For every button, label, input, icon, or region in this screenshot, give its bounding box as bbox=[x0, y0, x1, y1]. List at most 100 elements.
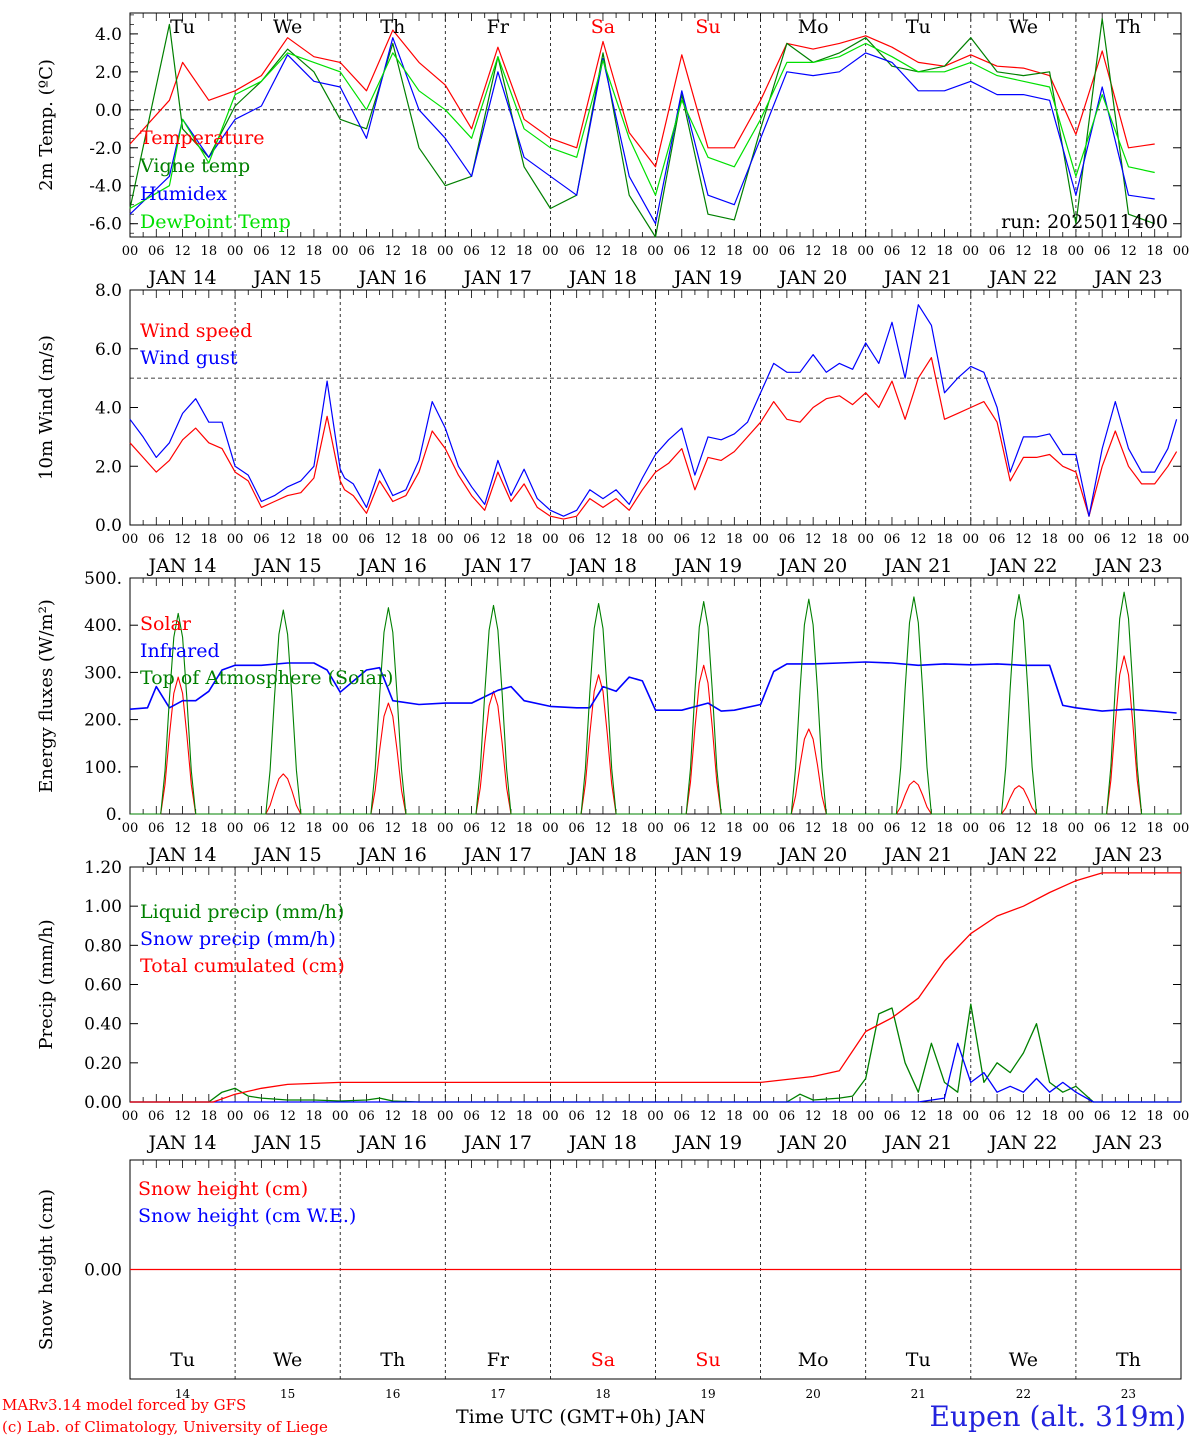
hour-label: 00 bbox=[227, 1109, 244, 1124]
hour-label: 00 bbox=[1068, 532, 1085, 547]
hour-label: 12 bbox=[384, 532, 401, 547]
date-label: JAN 21 bbox=[882, 844, 952, 866]
weekday-label: Th bbox=[380, 16, 405, 38]
hour-label: 00 bbox=[1173, 821, 1190, 836]
hour-label: 18 bbox=[201, 532, 218, 547]
hour-label: 00 bbox=[227, 532, 244, 547]
weekday-label: We bbox=[273, 16, 302, 38]
hour-label: 18 bbox=[831, 1109, 848, 1124]
hour-label: 12 bbox=[595, 1109, 612, 1124]
series-line-snow-precip-mm-h- bbox=[130, 1042, 1181, 1103]
hour-label: 06 bbox=[1094, 821, 1111, 836]
hour-label: 18 bbox=[726, 821, 743, 836]
weekday-label: Tu bbox=[170, 16, 195, 38]
weekday-label: Mo bbox=[798, 1349, 829, 1371]
hour-label: 00 bbox=[1173, 532, 1190, 547]
date-label: JAN 19 bbox=[672, 267, 742, 289]
date-label: JAN 22 bbox=[987, 844, 1057, 866]
date-label: JAN 20 bbox=[777, 844, 847, 866]
legend-entry: Top of Atmosphere (Solar) bbox=[140, 667, 393, 689]
series-line-top-of-atmosphere-solar- bbox=[130, 591, 1181, 815]
hour-label: 00 bbox=[647, 244, 664, 259]
hour-label: 06 bbox=[884, 1109, 901, 1124]
legend-entry: Vigne temp bbox=[139, 155, 250, 177]
date-label: JAN 19 bbox=[672, 1132, 742, 1154]
y-tick-label: -6.0 bbox=[89, 215, 122, 235]
hour-label: 06 bbox=[358, 1109, 375, 1124]
weekday-label: Th bbox=[1116, 16, 1141, 38]
hour-label: 06 bbox=[568, 1109, 585, 1124]
hour-label: 00 bbox=[542, 821, 559, 836]
date-label: JAN 15 bbox=[252, 844, 322, 866]
legend-entry: DewPoint Temp bbox=[140, 211, 291, 233]
hour-label: 18 bbox=[1041, 244, 1058, 259]
hour-label: 06 bbox=[1094, 1109, 1111, 1124]
hour-label: 00 bbox=[647, 532, 664, 547]
hour-label: 12 bbox=[174, 821, 191, 836]
date-label: JAN 20 bbox=[777, 1132, 847, 1154]
series-line-wind-gust bbox=[129, 304, 1178, 517]
hour-label: 18 bbox=[411, 244, 428, 259]
hour-label: 18 bbox=[621, 532, 638, 547]
series-line-liquid-precip-mm-h- bbox=[130, 1003, 1181, 1103]
hour-label: 00 bbox=[332, 532, 349, 547]
date-label: JAN 16 bbox=[357, 267, 427, 289]
hour-label: 06 bbox=[148, 244, 165, 259]
hour-label: 06 bbox=[674, 821, 691, 836]
hour-label: 18 bbox=[1146, 532, 1163, 547]
date-label: JAN 23 bbox=[1092, 555, 1162, 577]
hour-label: 18 bbox=[411, 821, 428, 836]
hour-label: 18 bbox=[621, 821, 638, 836]
hour-label: 00 bbox=[1173, 1109, 1190, 1124]
hour-label: 12 bbox=[1120, 821, 1137, 836]
y-tick-label: 0.20 bbox=[84, 1054, 122, 1074]
date-label: JAN 23 bbox=[1092, 267, 1162, 289]
hour-label: 12 bbox=[595, 532, 612, 547]
hour-label: 00 bbox=[963, 1109, 980, 1124]
day-number: 21 bbox=[911, 1387, 926, 1401]
hour-label: 00 bbox=[332, 1109, 349, 1124]
hour-label: 00 bbox=[857, 532, 874, 547]
hour-label: 18 bbox=[936, 821, 953, 836]
hour-label: 12 bbox=[1015, 1109, 1032, 1124]
hour-label: 06 bbox=[253, 532, 270, 547]
hour-label: 00 bbox=[647, 1109, 664, 1124]
y-tick-label: 8.0 bbox=[95, 281, 122, 301]
date-label: JAN 21 bbox=[882, 1132, 952, 1154]
legend-entry: Solar bbox=[140, 613, 192, 635]
y-axis-label: 2m Temp. (ºC) bbox=[36, 59, 57, 191]
weekday-label: Su bbox=[695, 16, 720, 38]
y-tick-label: 500. bbox=[84, 569, 122, 589]
date-label: JAN 22 bbox=[987, 1132, 1057, 1154]
hour-label: 00 bbox=[1173, 244, 1190, 259]
hour-label: 06 bbox=[148, 821, 165, 836]
hour-label: 06 bbox=[463, 244, 480, 259]
model-credit: MARv3.14 model forced by GFS bbox=[2, 1396, 247, 1414]
hour-label: 00 bbox=[857, 1109, 874, 1124]
day-number: 19 bbox=[700, 1387, 715, 1401]
y-tick-label: 1.20 bbox=[84, 858, 122, 878]
hour-label: 12 bbox=[174, 1109, 191, 1124]
hour-label: 18 bbox=[621, 1109, 638, 1124]
hour-label: 12 bbox=[700, 1109, 717, 1124]
date-label: JAN 22 bbox=[987, 267, 1057, 289]
date-label: JAN 18 bbox=[567, 267, 637, 289]
hour-label: 06 bbox=[674, 244, 691, 259]
series-line-wind-speed bbox=[129, 357, 1178, 520]
hour-label: 06 bbox=[884, 244, 901, 259]
weekday-label: Sa bbox=[591, 1349, 615, 1371]
y-tick-label: -2.0 bbox=[89, 139, 122, 159]
hour-label: 12 bbox=[1015, 532, 1032, 547]
legend-entry: Snow precip (mm/h) bbox=[140, 928, 336, 950]
weekday-label: Tu bbox=[906, 1349, 931, 1371]
legend-entry: Total cumulated (cm) bbox=[140, 955, 345, 977]
hour-label: 12 bbox=[805, 821, 822, 836]
hour-label: 06 bbox=[253, 244, 270, 259]
hour-label: 12 bbox=[805, 1109, 822, 1124]
hour-label: 00 bbox=[542, 244, 559, 259]
hour-label: 00 bbox=[857, 244, 874, 259]
series-line-total-cumulated-cm- bbox=[130, 872, 1181, 1103]
hour-label: 12 bbox=[1015, 244, 1032, 259]
hour-label: 18 bbox=[201, 1109, 218, 1124]
date-label: JAN 21 bbox=[882, 555, 952, 577]
